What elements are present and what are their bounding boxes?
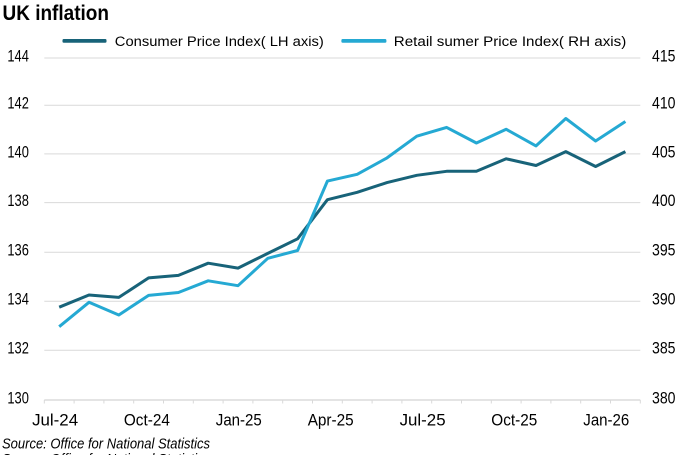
svg-text:138: 138	[7, 191, 29, 210]
svg-text:Consumer Price Index( LH axis): Consumer Price Index( LH axis)	[115, 34, 324, 49]
svg-text:395: 395	[652, 241, 676, 260]
svg-text:Oct-25: Oct-25	[491, 411, 537, 430]
svg-text:400: 400	[652, 191, 676, 210]
svg-text:Source: Office for National St: Source: Office for National Statistics	[2, 451, 210, 455]
svg-text:410: 410	[652, 94, 676, 113]
svg-text:Jul-25: Jul-25	[400, 411, 446, 430]
svg-text:405: 405	[652, 142, 676, 161]
svg-text:UK inflation: UK inflation	[3, 2, 110, 25]
svg-text:Jan-26: Jan-26	[583, 411, 629, 430]
svg-text:Jul-24: Jul-24	[32, 411, 78, 430]
svg-text:144: 144	[7, 46, 29, 65]
svg-text:136: 136	[7, 241, 29, 260]
svg-text:415: 415	[652, 46, 676, 65]
svg-text:Oct-24: Oct-24	[124, 411, 170, 430]
svg-text:134: 134	[7, 290, 29, 309]
svg-text:142: 142	[7, 94, 29, 113]
svg-text:130: 130	[7, 388, 29, 407]
svg-text:380: 380	[652, 388, 676, 407]
svg-text:390: 390	[652, 290, 676, 309]
svg-text:Jan-25: Jan-25	[216, 411, 262, 430]
svg-text:140: 140	[7, 142, 29, 161]
svg-text:Retail sumer Price Index( RH a: Retail sumer Price Index( RH axis)	[394, 34, 627, 49]
svg-text:Apr-25: Apr-25	[308, 411, 354, 430]
svg-text:Source: Office for National St: Source: Office for National Statistics	[2, 436, 210, 453]
svg-text:385: 385	[652, 339, 676, 358]
svg-text:132: 132	[7, 339, 29, 358]
